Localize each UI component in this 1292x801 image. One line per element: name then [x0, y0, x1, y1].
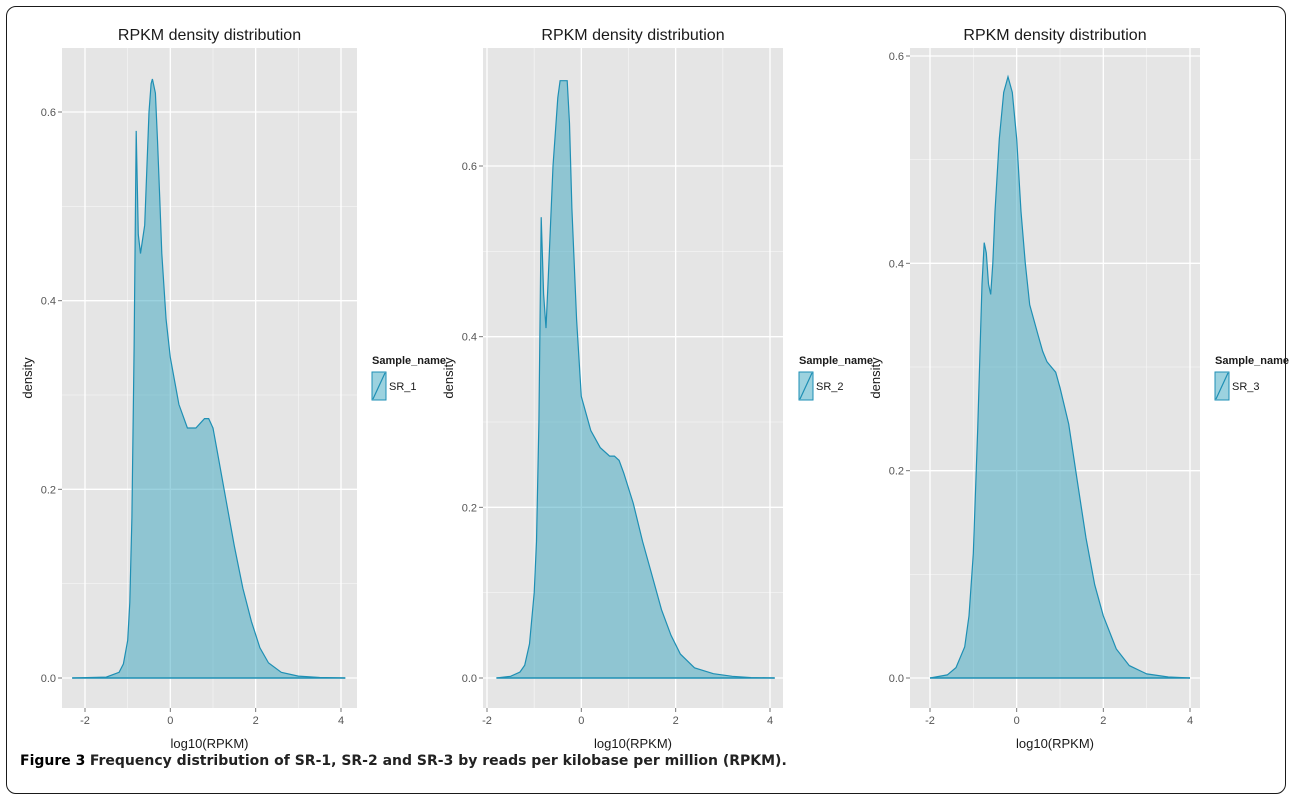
y-axis-label: density	[441, 357, 456, 399]
x-tick-label: -2	[80, 715, 90, 727]
chart-2: RPKM density distribution 0.0 0.2 0.4 0.6 -2 0…	[441, 27, 873, 751]
y-tick-label: 0.0	[889, 673, 904, 685]
legend-entry: SR_3	[1232, 381, 1260, 393]
y-tick-label: 0.2	[462, 502, 477, 514]
caption-label: Figure 3	[20, 753, 86, 769]
x-tick-label: 2	[1100, 715, 1106, 727]
legend-title: Sample_name	[372, 355, 446, 367]
legend-title: Sample_name	[1215, 355, 1289, 367]
x-tick-label: 2	[253, 715, 259, 727]
chart-3: RPKM density distribution 0.0 0.2 0.4 0.6 -2 0…	[868, 27, 1289, 751]
density-line-SR_2	[496, 80, 775, 679]
x-tick-label: -2	[482, 715, 492, 727]
y-tick-label: 0.4	[462, 332, 477, 344]
plot-title: RPKM density distribution	[541, 27, 724, 44]
x-axis-label: log10(RPKM)	[170, 736, 248, 751]
density-area-SR_2	[496, 80, 775, 678]
density-area-SR_3	[930, 76, 1190, 678]
plot-title: RPKM density distribution	[963, 27, 1146, 44]
x-tick-label: 0	[167, 715, 173, 727]
legend-key-line	[372, 372, 386, 400]
y-tick-label: 0.6	[889, 51, 904, 63]
y-tick-label: 0.6	[462, 161, 477, 173]
legend-entry: SR_1	[389, 381, 417, 393]
y-tick-label: 0.2	[889, 466, 904, 478]
x-tick-label: 0	[1014, 715, 1020, 727]
y-tick-label: 0.4	[889, 258, 904, 270]
x-tick-label: 4	[767, 715, 773, 727]
density-line-SR_3	[929, 74, 1191, 679]
y-axis-label: density	[20, 357, 35, 399]
x-tick-label: -2	[925, 715, 935, 727]
legend-key-line	[1215, 372, 1229, 400]
chart-1: RPKM density distribution 0.0 0.2 0.4 0.6 -2 0…	[20, 27, 446, 751]
x-axis-label: log10(RPKM)	[594, 736, 672, 751]
density-line-SR_1	[72, 78, 346, 679]
density-area-SR_1	[72, 79, 346, 678]
x-tick-label: 0	[578, 715, 584, 727]
y-tick-label: 0.0	[462, 673, 477, 685]
y-tick-label: 0.0	[41, 673, 56, 685]
x-tick-label: 4	[338, 715, 344, 727]
caption-text: Frequency distribution of SR-1, SR-2 and…	[89, 753, 787, 769]
legend-title: Sample_name	[799, 355, 873, 367]
y-tick-label: 0.2	[41, 484, 56, 496]
figure-caption: Figure 3 Frequency distribution of SR-1,…	[20, 753, 1270, 769]
x-tick-label: 4	[1187, 715, 1193, 727]
plot-title: RPKM density distribution	[118, 27, 301, 44]
x-axis-label: log10(RPKM)	[1016, 736, 1094, 751]
y-tick-label: 0.4	[41, 296, 56, 308]
y-tick-label: 0.6	[41, 107, 56, 119]
x-tick-label: 2	[673, 715, 679, 727]
y-axis-label: density	[868, 357, 883, 399]
legend-entry: SR_2	[816, 381, 844, 393]
legend-key-line	[799, 372, 813, 400]
